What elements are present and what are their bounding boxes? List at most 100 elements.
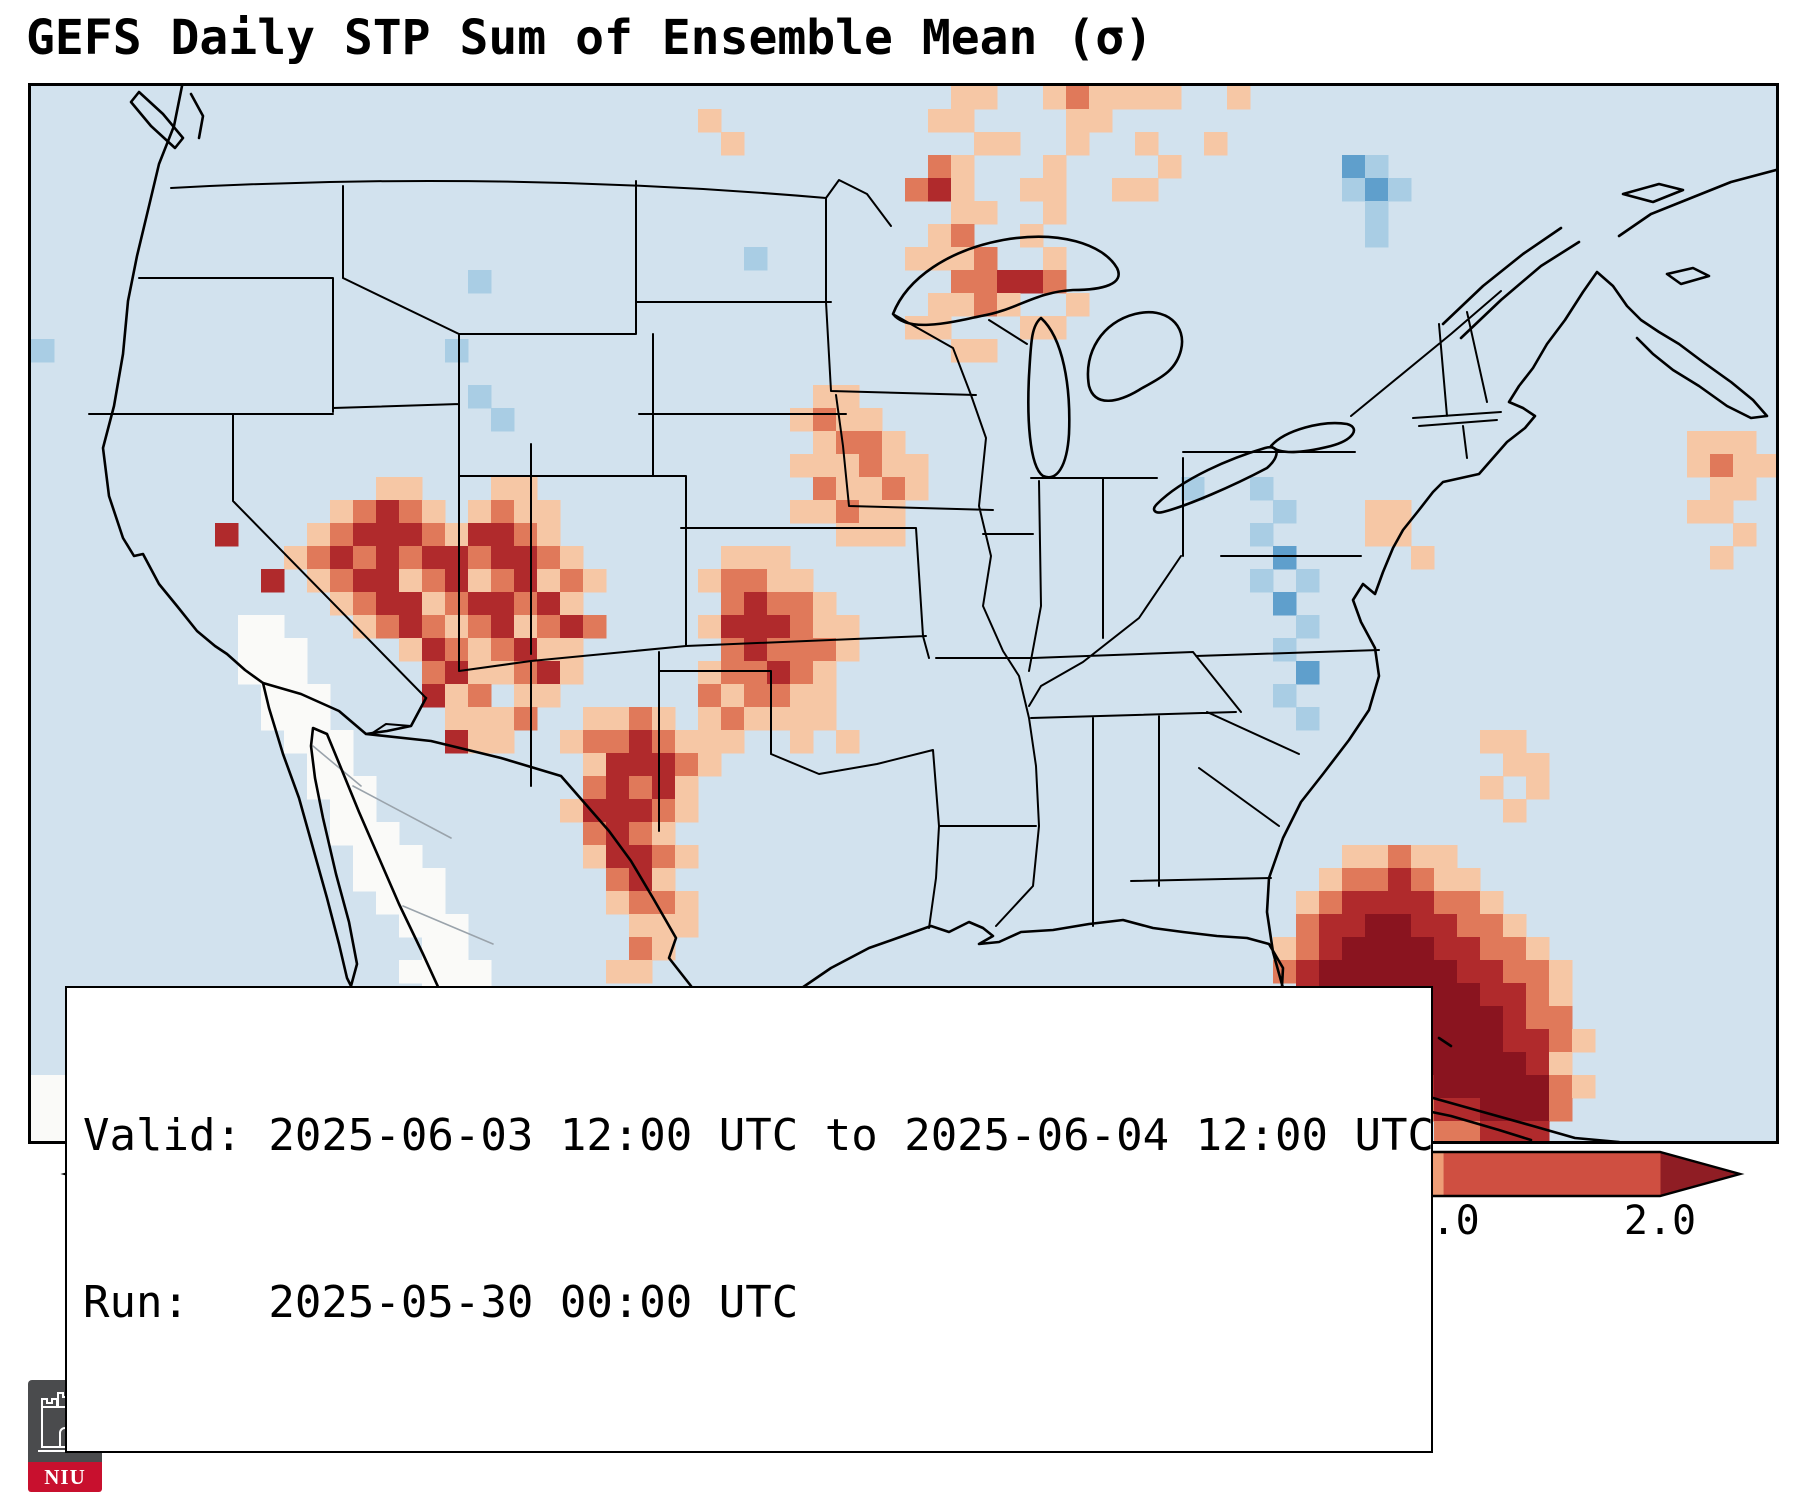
heatmap-cell <box>1480 776 1504 800</box>
heatmap-cell <box>1526 1006 1550 1030</box>
colorbar-extend <box>1660 1152 1740 1196</box>
heatmap-cell <box>675 730 699 754</box>
heatmap-cell <box>629 937 653 961</box>
validity-info-box: Valid: 2025-06-03 12:00 UTC to 2025-06-0… <box>65 986 1434 1453</box>
heatmap-cell <box>31 1121 55 1141</box>
heatmap-cell <box>1411 546 1435 570</box>
heatmap-cell <box>1365 914 1389 938</box>
heatmap-cell <box>514 546 538 570</box>
heatmap-cell <box>629 730 653 754</box>
heatmap-cell <box>537 615 561 639</box>
heatmap-cell <box>790 730 814 754</box>
mexico-state-borders <box>312 745 547 1067</box>
heatmap-cell <box>399 569 423 593</box>
heatmap-cell <box>675 914 699 938</box>
heatmap-cell <box>744 661 768 685</box>
heatmap-cell <box>1296 569 1320 593</box>
heatmap-cell <box>1296 707 1320 731</box>
heatmap-cell <box>1273 500 1297 524</box>
heatmap-cell <box>468 592 492 616</box>
heatmap-cell <box>422 891 446 915</box>
heatmap-cell <box>1434 1006 1458 1030</box>
heatmap-cell <box>1457 1006 1481 1030</box>
heatmap-cell <box>468 523 492 547</box>
heatmap-cell <box>790 615 814 639</box>
heatmap-cell <box>1434 937 1458 961</box>
heatmap-cell <box>951 201 975 225</box>
heatmap-cell <box>537 569 561 593</box>
heatmap-cell <box>606 845 630 869</box>
heatmap-cell <box>422 500 446 524</box>
heatmap-cell <box>790 707 814 731</box>
heatmap-cell <box>974 86 998 110</box>
heatmap-cell <box>307 684 331 708</box>
heatmap-cell <box>537 500 561 524</box>
heatmap-cell <box>744 546 768 570</box>
heatmap-cell <box>1457 868 1481 892</box>
heatmap-cell <box>1457 1052 1481 1076</box>
heatmap-cell <box>1089 86 1113 110</box>
heatmap-cell <box>353 569 377 593</box>
heatmap-cell <box>1733 431 1757 455</box>
heatmap-cell <box>928 247 952 271</box>
heatmap-cell <box>1710 500 1734 524</box>
heatmap-cell <box>1250 569 1274 593</box>
heatmap-cell <box>698 569 722 593</box>
heatmap-cell <box>606 776 630 800</box>
heatmap-cell <box>1733 523 1757 547</box>
heatmap-cell <box>1043 201 1067 225</box>
heatmap-cell <box>1549 1029 1573 1053</box>
heatmap-cell <box>1503 753 1527 777</box>
heatmap-cell <box>1365 845 1389 869</box>
heatmap-cell <box>790 500 814 524</box>
heatmap-cell <box>284 638 308 662</box>
heatmap-cell <box>422 638 446 662</box>
heatmap-cell <box>1503 937 1527 961</box>
heatmap-cell <box>1296 914 1320 938</box>
heatmap-cell <box>1319 914 1343 938</box>
heatmap-cell <box>376 592 400 616</box>
heatmap-cell <box>1112 86 1136 110</box>
heatmap-cell <box>606 753 630 777</box>
heatmap-cell <box>422 523 446 547</box>
heatmap-cell <box>1457 914 1481 938</box>
heatmap-cell <box>1411 845 1435 869</box>
heatmap-cell <box>422 937 446 961</box>
heatmap-cell <box>1112 178 1136 202</box>
heatmap-cell <box>491 592 515 616</box>
heatmap-cell <box>31 1098 55 1122</box>
heatmap-cell <box>1503 960 1527 984</box>
heatmap-cell <box>491 638 515 662</box>
heatmap-cell <box>422 592 446 616</box>
heatmap-cell <box>1480 730 1504 754</box>
heatmap-cell <box>1204 132 1228 156</box>
heatmap-cell <box>744 592 768 616</box>
heatmap-cell <box>652 799 676 823</box>
heatmap-cell <box>606 730 630 754</box>
heatmap-cell <box>813 477 837 501</box>
heatmap-cell <box>238 615 262 639</box>
heatmap-cell <box>1526 1098 1550 1122</box>
heatmap-cell <box>652 822 676 846</box>
heatmap-cell <box>1733 477 1757 501</box>
heatmap-cell <box>1296 615 1320 639</box>
heatmap-cell <box>238 638 262 662</box>
heatmap-cell <box>445 960 469 984</box>
heatmap-cell <box>560 569 584 593</box>
heatmap-cell <box>1388 914 1412 938</box>
heatmap-cell <box>1549 1098 1573 1122</box>
heatmap-cell <box>1503 983 1527 1007</box>
heatmap-cell <box>1480 1006 1504 1030</box>
heatmap-cell <box>836 638 860 662</box>
heatmap-cell <box>629 914 653 938</box>
heatmap-cell <box>1434 983 1458 1007</box>
heatmap-cell <box>1503 1052 1527 1076</box>
heatmap-cell <box>491 661 515 685</box>
heatmap-cell <box>767 592 791 616</box>
heatmap-cell <box>261 638 285 662</box>
heatmap-cell <box>606 960 630 984</box>
heatmap-cell <box>1480 1052 1504 1076</box>
heatmap-cell <box>652 707 676 731</box>
heatmap-cell <box>813 431 837 455</box>
heatmap-cell <box>997 270 1021 294</box>
